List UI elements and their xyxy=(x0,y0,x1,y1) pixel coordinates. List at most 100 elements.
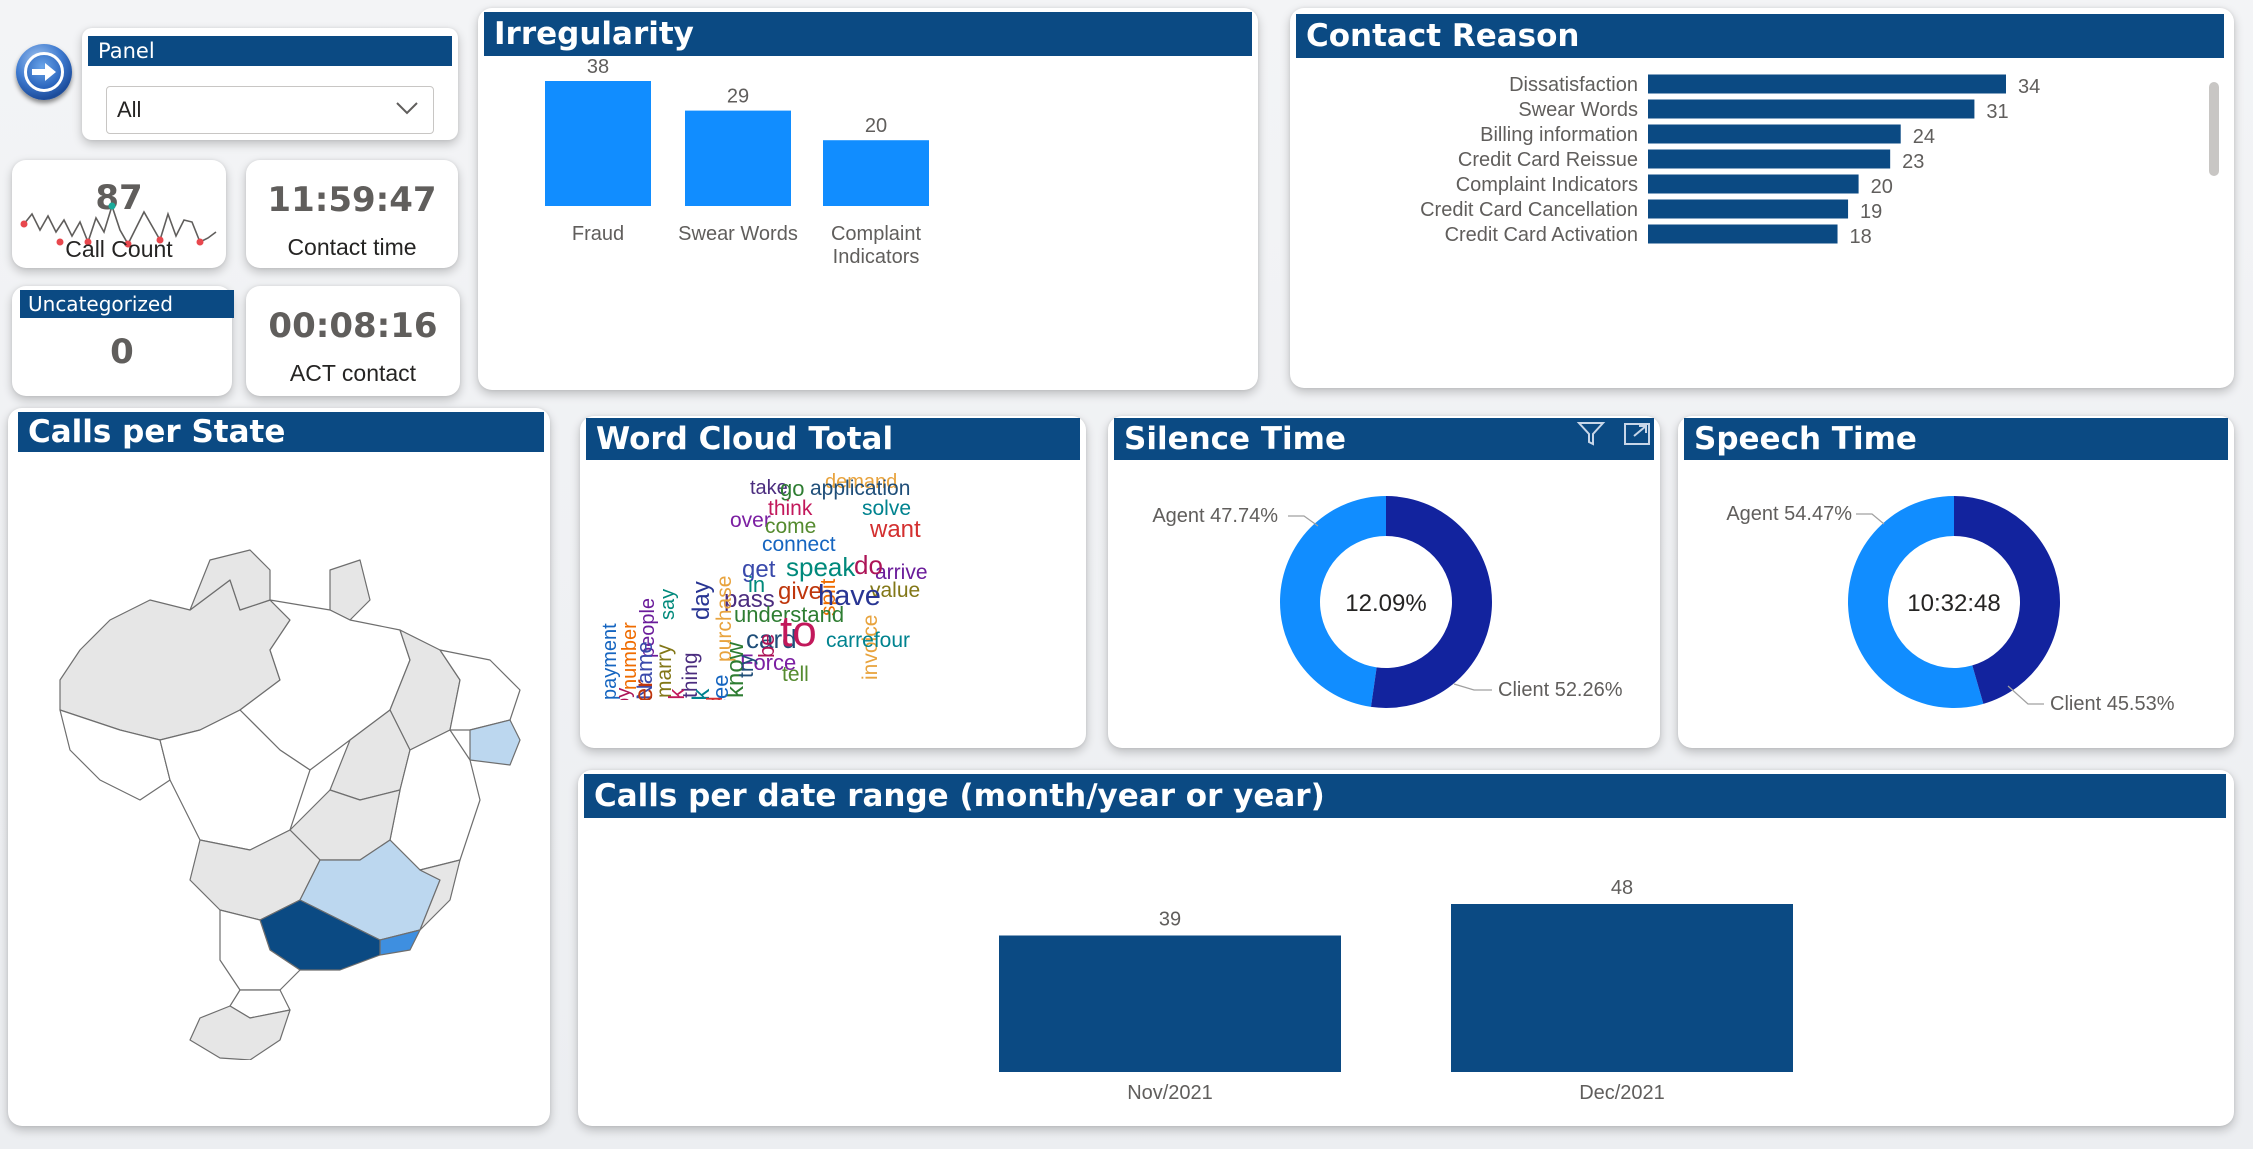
call-count-sparkline xyxy=(20,202,217,248)
word-cloud-word: day xyxy=(688,581,715,620)
donut-leader-line xyxy=(1288,515,1319,527)
contact-reason-category-label: Dissatisfaction xyxy=(1509,74,1638,96)
donut-slice-client xyxy=(1370,496,1492,708)
irregularity-bar-chart: 38 Fraud 29 Swear Words 20 ComplaintIndicator… xyxy=(545,58,929,268)
irregularity-data-label: 29 xyxy=(727,86,749,108)
contact-reason-category-label: Credit Card Cancellation xyxy=(1420,199,1638,221)
word-cloud-word: come xyxy=(765,515,817,538)
calls-per-date-bar xyxy=(1451,904,1793,1072)
word-cloud-word: see xyxy=(708,674,733,700)
donut-slice-agent xyxy=(1280,496,1386,707)
act-contact-label: ACT contact xyxy=(289,360,417,386)
contact-reason-category-label: Swear Words xyxy=(1518,99,1638,121)
uncategorized-card: Uncategorized 0 xyxy=(12,286,234,396)
word-cloud-word: pass xyxy=(724,586,775,613)
focus-mode-icon[interactable] xyxy=(1622,420,1652,448)
irregularity-bar xyxy=(545,81,651,206)
contact-reason-bar xyxy=(1648,99,1975,119)
word-cloud-word: go xyxy=(780,476,805,501)
contact-time-value: 11:59:47 xyxy=(267,180,437,220)
call-count-card: 87 Call Count xyxy=(12,160,226,268)
irregularity-category-label: Fraud xyxy=(572,223,624,245)
irregularity-category-label: Complaint xyxy=(831,223,921,245)
calls-per-state-title: Calls per State xyxy=(18,412,544,452)
contact-reason-category-label: Credit Card Activation xyxy=(1445,224,1638,246)
call-count-label: Call Count xyxy=(65,236,173,262)
calls-per-date-card xyxy=(578,770,2234,1126)
act-contact-value: 00:08:16 xyxy=(268,306,438,346)
panel-dropdown[interactable]: All xyxy=(106,86,434,134)
word-cloud-title: Word Cloud Total xyxy=(586,418,1080,460)
word-cloud-card xyxy=(580,416,1086,748)
word-cloud-word: carrefour xyxy=(826,629,911,652)
calls-per-date-category-label: Dec/2021 xyxy=(1579,1082,1665,1104)
speech-time-donut: Agent 54.47% Client 45.53% 10:32:48 xyxy=(1726,496,2175,715)
contact-reason-title: Contact Reason xyxy=(1296,14,2224,58)
panel-slicer-title: Panel xyxy=(88,36,452,66)
word-cloud-word: speak xyxy=(786,552,856,582)
speech-time-title: Speech Time xyxy=(1684,418,2228,460)
contact-reason-card xyxy=(1290,8,2234,388)
contact-reason-data-label: 31 xyxy=(1986,101,2008,123)
donut-center-label: 12.09% xyxy=(1345,590,1426,617)
irregularity-category-label: Indicators xyxy=(833,246,920,268)
contact-reason-bar xyxy=(1648,149,1891,169)
word-cloud-word: say xyxy=(657,588,679,620)
filter-icon[interactable] xyxy=(1576,420,1606,448)
word-cloud-word: want xyxy=(870,516,921,543)
word-cloud-word: arrive xyxy=(875,561,928,584)
word-cloud-word: give xyxy=(778,578,823,605)
word-cloud-word: value xyxy=(870,579,921,602)
contact-reason-category-label: Billing information xyxy=(1480,124,1638,146)
uncategorized-title: Uncategorized xyxy=(20,290,234,318)
word-cloud-word: card xyxy=(746,624,797,654)
arrow-right-icon xyxy=(24,52,64,92)
donut-slice-label: Client 52.26% xyxy=(1498,679,1623,701)
irregularity-data-label: 20 xyxy=(865,115,887,137)
irregularity-bar xyxy=(823,140,929,206)
irregularity-title: Irregularity xyxy=(484,12,1252,56)
donut-slice-label: Agent 54.47% xyxy=(1726,503,1852,525)
word-cloud-word: connect xyxy=(762,533,836,556)
contact-reason-bar-chart: Dissatisfaction 34 Swear Words 31 Billing in… xyxy=(1420,74,2040,248)
contact-reason-bar xyxy=(1648,174,1859,194)
map-states xyxy=(59,549,521,1060)
word-cloud-word: application xyxy=(810,477,911,500)
contact-reason-data-label: 18 xyxy=(1850,226,1872,248)
donut-slice-label: Agent 47.74% xyxy=(1152,505,1278,527)
calls-per-date-category-label: Nov/2021 xyxy=(1127,1082,1213,1104)
word-cloud-word: have xyxy=(818,580,881,612)
back-arrow-button[interactable] xyxy=(16,44,72,100)
donut-leader-line xyxy=(1856,513,1885,525)
calls-per-date-data-label: 48 xyxy=(1611,877,1633,899)
word-cloud-word: power xyxy=(628,679,658,700)
calls-per-date-bar xyxy=(999,935,1341,1072)
calls-per-date-data-label: 39 xyxy=(1159,909,1181,931)
uncategorized-value: 0 xyxy=(110,332,134,372)
word-cloud-word: be xyxy=(754,633,779,658)
silence-time-title: Silence Time xyxy=(1114,418,1654,460)
word-cloud-word: try xyxy=(735,654,758,678)
word-cloud-word: do xyxy=(854,550,883,580)
contact-reason-scrollbar[interactable] xyxy=(2209,82,2219,176)
word-cloud-word: take xyxy=(750,477,788,499)
brazil-state-map[interactable] xyxy=(40,540,580,1060)
contact-reason-bar xyxy=(1648,199,1849,219)
act-contact-card: 00:08:16 ACT contact xyxy=(246,286,460,396)
word-cloud-word: think xyxy=(768,497,813,520)
contact-reason-bar xyxy=(1648,74,2006,94)
irregularity-bar xyxy=(685,110,791,206)
contact-time-card: 11:59:47 Contact time xyxy=(246,160,458,268)
word-cloud-word: tell xyxy=(782,663,809,686)
calls-per-date-title: Calls per date range (month/year or year… xyxy=(584,774,2226,818)
word-cloud-word: solve xyxy=(862,497,912,520)
contact-reason-category-label: Complaint Indicators xyxy=(1456,174,1638,196)
word-cloud-word: block xyxy=(664,689,689,700)
donut-leader-line xyxy=(2007,685,2044,705)
donut-leader-line xyxy=(1453,683,1492,691)
contact-reason-data-label: 23 xyxy=(1902,151,1924,173)
word-cloud-word: over xyxy=(730,509,771,532)
call-count-value: 87 xyxy=(95,178,143,218)
word-cloud-word: understand xyxy=(734,602,845,627)
